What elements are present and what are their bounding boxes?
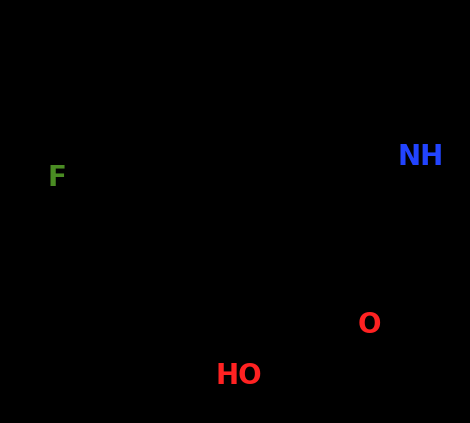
Text: O: O xyxy=(358,311,382,339)
Text: HO: HO xyxy=(216,362,262,390)
Text: NH: NH xyxy=(398,143,444,171)
Text: F: F xyxy=(48,164,67,192)
